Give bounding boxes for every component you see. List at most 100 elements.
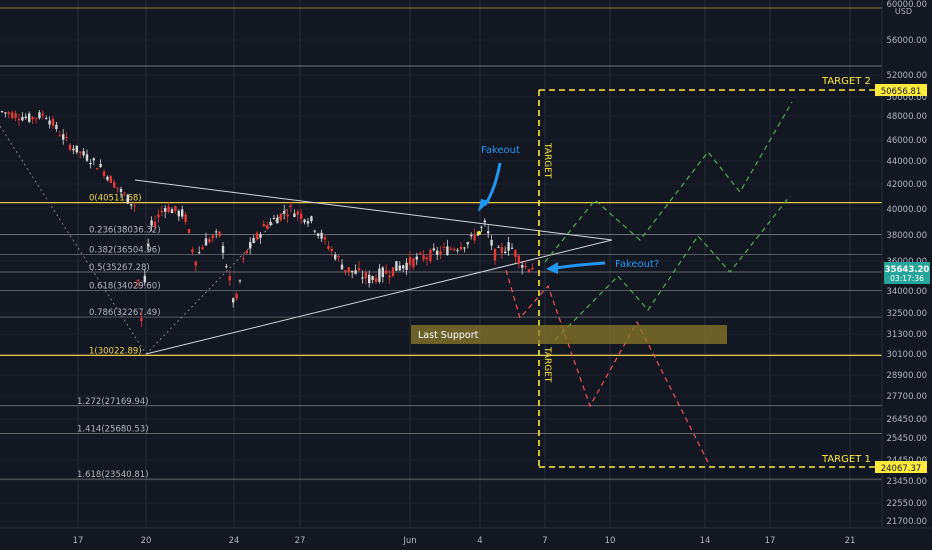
candle-body (113, 181, 116, 188)
candle-body (109, 176, 112, 183)
candle-body (96, 168, 99, 170)
candle-body (58, 135, 61, 137)
candle-body (466, 242, 469, 245)
candle-body (306, 221, 310, 224)
candle-body (480, 226, 483, 228)
candle-body (391, 267, 395, 276)
price-tick-label: 52000.00 (886, 71, 927, 81)
candle-body (490, 239, 493, 246)
candle-body (293, 213, 296, 217)
target-boxes: TARGET 2 TARGET 1 TARGET TARGET (538, 76, 875, 468)
time-tick-label: 17 (73, 536, 84, 546)
candle-body (402, 265, 405, 269)
candle-body (92, 158, 95, 161)
candle-body (164, 208, 167, 212)
candle-body (354, 270, 357, 274)
price-tick-label: 56000.00 (886, 36, 927, 46)
annotations: Last Support Fakeout Fakeout? (411, 145, 727, 344)
candle-body (330, 248, 333, 252)
candle-body (493, 248, 497, 261)
candle-body (252, 237, 255, 243)
time-tick-label: 14 (700, 536, 711, 546)
candle-body (198, 252, 201, 254)
candle-body (371, 276, 374, 280)
candle-body (289, 205, 293, 207)
candle-body (106, 176, 109, 180)
candle-body (204, 238, 208, 246)
candle-body (357, 268, 361, 271)
vertical-target-text-lower: TARGET (542, 346, 552, 383)
candle-body (181, 209, 184, 217)
candle-body (283, 210, 286, 214)
candle-body (116, 187, 119, 189)
candle-body (262, 223, 265, 227)
candle-body (31, 117, 34, 120)
fib-label: 1.414(25680.53) (77, 425, 149, 435)
candle-body (368, 274, 371, 284)
candle-body (327, 246, 330, 249)
candle-body (483, 220, 486, 223)
price-tick-label: 26450.00 (886, 415, 927, 425)
candle-body (177, 210, 180, 217)
time-axis[interactable]: 17 20 24 27 Jun 4 7 10 14 17 21 (0, 527, 932, 550)
candle-body (351, 270, 354, 273)
candle-body (487, 231, 490, 234)
price-tick-label: 34000.00 (886, 287, 927, 297)
candle-body (72, 148, 75, 151)
candle-body (459, 246, 463, 250)
candle-body (62, 134, 65, 140)
candle-body (235, 293, 238, 299)
candle-body (215, 231, 218, 233)
candle-body (119, 188, 123, 193)
candle-body (65, 136, 68, 138)
countdown-text: 03:17:36 (890, 274, 924, 283)
candle-body (130, 204, 133, 206)
time-tick-label: Jun (402, 536, 416, 546)
candle-body (11, 112, 14, 118)
fakeout-dot (477, 231, 481, 235)
candle-body (507, 242, 510, 251)
time-tick-label: 10 (605, 536, 616, 546)
time-tick-label: 27 (295, 536, 306, 546)
candle-body (395, 261, 398, 271)
candle-body (422, 255, 425, 260)
candle-body (48, 120, 51, 125)
candle-body (28, 113, 31, 122)
candle-body (68, 144, 72, 150)
price-tick-label: 50000.00 (886, 93, 927, 103)
candle-body (453, 248, 456, 251)
vertical-target-text-upper: TARGET (542, 142, 552, 179)
candle-body (412, 258, 415, 268)
candle-body (167, 206, 170, 213)
candle-body (279, 213, 282, 220)
candle-body (150, 220, 153, 226)
candle-body (269, 221, 272, 226)
candle-body (170, 209, 174, 214)
price-tick-label: 23450.00 (886, 477, 927, 487)
candle-body (449, 248, 452, 250)
candle-body (361, 277, 364, 279)
price-axis[interactable]: 60000.00 56000.00 52000.00 50000.00 48000.00… (875, 0, 932, 550)
price-tick-label: 46000.00 (886, 136, 927, 146)
candle-body (436, 250, 439, 255)
candle-body (303, 219, 306, 223)
candle-body (99, 164, 102, 168)
candle-body (232, 298, 235, 303)
candle-body (310, 216, 313, 222)
candle-body (514, 250, 517, 257)
candle-body (320, 232, 323, 239)
candle-body (337, 255, 340, 257)
fakeout-q-label: Fakeout? (615, 259, 659, 270)
candle-body (432, 248, 435, 251)
candle-body (340, 264, 344, 270)
time-tick-label: 24 (229, 536, 240, 546)
candle-body (228, 276, 231, 281)
candle-body (378, 268, 381, 282)
fib-label: 1.272(27169.94) (77, 397, 149, 407)
candle-body (374, 278, 378, 283)
fib-label: 0.5(35267.28) (89, 263, 150, 273)
price-tick-label: 31300.00 (886, 330, 927, 340)
projection-paths (505, 101, 793, 467)
candle-body (364, 272, 367, 279)
